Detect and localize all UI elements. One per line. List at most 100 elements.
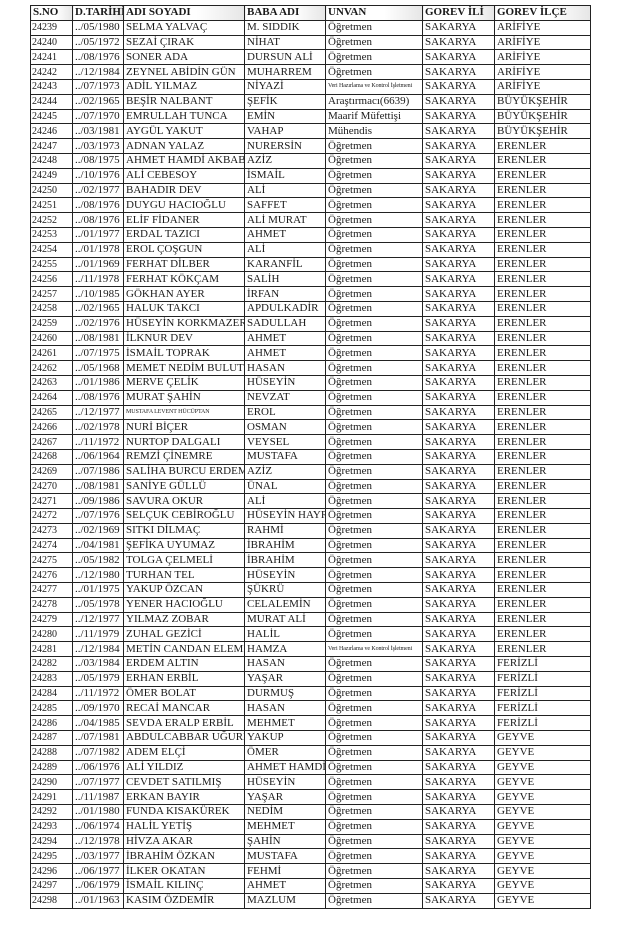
birth-date-cell: ../01/1986 [72, 374, 124, 391]
province-cell: SAKARYA [422, 64, 495, 80]
table-row: 24246 ../03/1981 AYGÜL YAKUT VAHAP Mühendis S… [30, 123, 591, 140]
name-cell: RECAİ MANCAR [123, 700, 245, 717]
district-cell: ERENLER [494, 434, 591, 450]
table-row: 24249 ../10/1976 ALİ CEBESOY İSMAİL Öğretmen… [30, 167, 591, 184]
father-name-cell: SAFFET [244, 197, 326, 214]
table-row: 24242 ../12/1984 ZEYNEL ABİDİN GÜN MUHARREM… [30, 64, 591, 80]
header-province: GOREV İLİ [422, 5, 495, 21]
sno-cell: 24281 [30, 641, 73, 658]
name-cell: HÜSEYİN KORKMAZER [123, 315, 245, 332]
district-cell: ERENLER [494, 182, 591, 199]
name-cell: İBRAHİM ÖZKAN [123, 848, 245, 865]
table-row: 24284 ../11/1972 ÖMER BOLAT DURMUŞ Öğretmen S… [30, 685, 591, 702]
title-cell: Öğretmen [325, 774, 423, 791]
father-name-cell: MEHMET [244, 715, 326, 732]
table-row: 24243 ../07/1973 ADİL YILMAZ NİYAZİ Veri Haz… [30, 78, 591, 95]
title-cell: Öğretmen [325, 522, 423, 539]
name-cell: DUYGU HACIOĞLU [123, 197, 245, 214]
birth-date-cell: ../02/1978 [72, 419, 124, 436]
province-cell: SAKARYA [422, 256, 495, 273]
district-cell: ERENLER [494, 611, 591, 628]
district-cell: ARİFİYE [494, 49, 591, 66]
table-row: 24257 ../10/1985 GÖKHAN AYER İRFAN Öğretmen S… [30, 286, 591, 302]
name-cell: SEZAİ ÇIRAK [123, 34, 245, 51]
province-cell: SAKARYA [422, 93, 495, 110]
sno-cell: 24289 [30, 759, 73, 776]
sno-cell: 24253 [30, 226, 73, 243]
title-cell: Öğretmen [325, 537, 423, 554]
district-cell: ERENLER [494, 256, 591, 273]
table-row: 24292 ../01/1980 FUNDA KISAKÜREK NEDİM Öğret… [30, 804, 591, 820]
birth-date-cell: ../06/1964 [72, 448, 124, 465]
birth-date-cell: ../06/1974 [72, 818, 124, 835]
sno-cell: 24250 [30, 182, 73, 199]
province-cell: SAKARYA [422, 389, 495, 406]
province-cell: SAKARYA [422, 463, 495, 480]
birth-date-cell: ../12/1977 [72, 611, 124, 628]
sno-cell: 24272 [30, 508, 73, 524]
table-row: 24268 ../06/1964 REMZİ ÇİNEMRE MUSTAFA Öğret… [30, 448, 591, 465]
province-cell: SAKARYA [422, 138, 495, 154]
table-row: 24260 ../08/1981 İLKNUR DEV AHMET Öğretmen SA… [30, 330, 591, 347]
father-name-cell: YAKUP [244, 730, 326, 746]
father-name-cell: HÜSEYİN HAYRİ [244, 508, 326, 524]
title-cell: Öğretmen [325, 315, 423, 332]
name-cell: MUSTAFA LEVENT HÜCÜPTAN [123, 404, 245, 421]
title-cell: Öğretmen [325, 493, 423, 510]
sno-cell: 24285 [30, 700, 73, 717]
district-cell: ERENLER [494, 226, 591, 243]
birth-date-cell: ../05/1978 [72, 596, 124, 613]
district-cell: ERENLER [494, 508, 591, 524]
district-cell: FERİZLİ [494, 656, 591, 672]
birth-date-cell: ../05/1980 [72, 19, 124, 36]
district-cell: ERENLER [494, 478, 591, 495]
title-cell: Öğretmen [325, 463, 423, 480]
father-name-cell: AHMET [244, 226, 326, 243]
name-cell: ALİ CEBESOY [123, 167, 245, 184]
birth-date-cell: ../12/1980 [72, 567, 124, 584]
father-name-cell: ŞEFİK [244, 93, 326, 110]
header-district: GOREV İLÇE [494, 5, 591, 21]
province-cell: SAKARYA [422, 360, 495, 376]
father-name-cell: ÖMER [244, 744, 326, 761]
table-row: 24296 ../06/1977 İLKER OKATAN FEHMİ Öğretmen… [30, 863, 591, 880]
birth-date-cell: ../01/1969 [72, 256, 124, 273]
father-name-cell: ŞAHİN [244, 833, 326, 850]
father-name-cell: RAHMİ [244, 522, 326, 539]
sno-cell: 24240 [30, 34, 73, 51]
table-row: 24241 ../08/1976 SONER ADA DURSUN ALİ Öğretm… [30, 49, 591, 66]
name-cell: KASIM ÖZDEMİR [123, 892, 245, 909]
father-name-cell: İRFAN [244, 286, 326, 302]
name-cell: SELÇUK CEBİROĞLU [123, 508, 245, 524]
father-name-cell: HAMZA [244, 641, 326, 658]
title-cell: Öğretmen [325, 567, 423, 584]
table-row: 24265 ../12/1977 MUSTAFA LEVENT HÜCÜPTAN ER… [30, 404, 591, 421]
name-cell: ADEM ELÇİ [123, 744, 245, 761]
district-cell: ERENLER [494, 626, 591, 643]
birth-date-cell: ../01/1977 [72, 226, 124, 243]
name-cell: CEVDET SATILMIŞ [123, 774, 245, 791]
table-row: 24273 ../02/1969 SITKI DİLMAÇ RAHMİ Öğretmen… [30, 522, 591, 539]
table-row: 24283 ../05/1979 ERHAN ERBİL YAŞAR Öğretmen S… [30, 670, 591, 687]
district-cell: ERENLER [494, 448, 591, 465]
father-name-cell: HASAN [244, 360, 326, 376]
father-name-cell: SADULLAH [244, 315, 326, 332]
province-cell: SAKARYA [422, 789, 495, 806]
title-cell: Öğretmen [325, 508, 423, 524]
district-cell: ERENLER [494, 389, 591, 406]
sno-cell: 24284 [30, 685, 73, 702]
father-name-cell: EMİN [244, 108, 326, 125]
title-cell: Öğretmen [325, 700, 423, 717]
district-cell: ERENLER [494, 537, 591, 554]
district-cell: GEYVE [494, 804, 591, 820]
father-name-cell: M. SIDDIK [244, 19, 326, 36]
title-cell: Öğretmen [325, 34, 423, 51]
district-cell: ERENLER [494, 138, 591, 154]
name-cell: YAKUP ÖZCAN [123, 582, 245, 598]
district-cell: ERENLER [494, 582, 591, 598]
province-cell: SAKARYA [422, 567, 495, 584]
name-cell: TURHAN TEL [123, 567, 245, 584]
province-cell: SAKARYA [422, 108, 495, 125]
father-name-cell: MUHARREM [244, 64, 326, 80]
birth-date-cell: ../11/1987 [72, 789, 124, 806]
